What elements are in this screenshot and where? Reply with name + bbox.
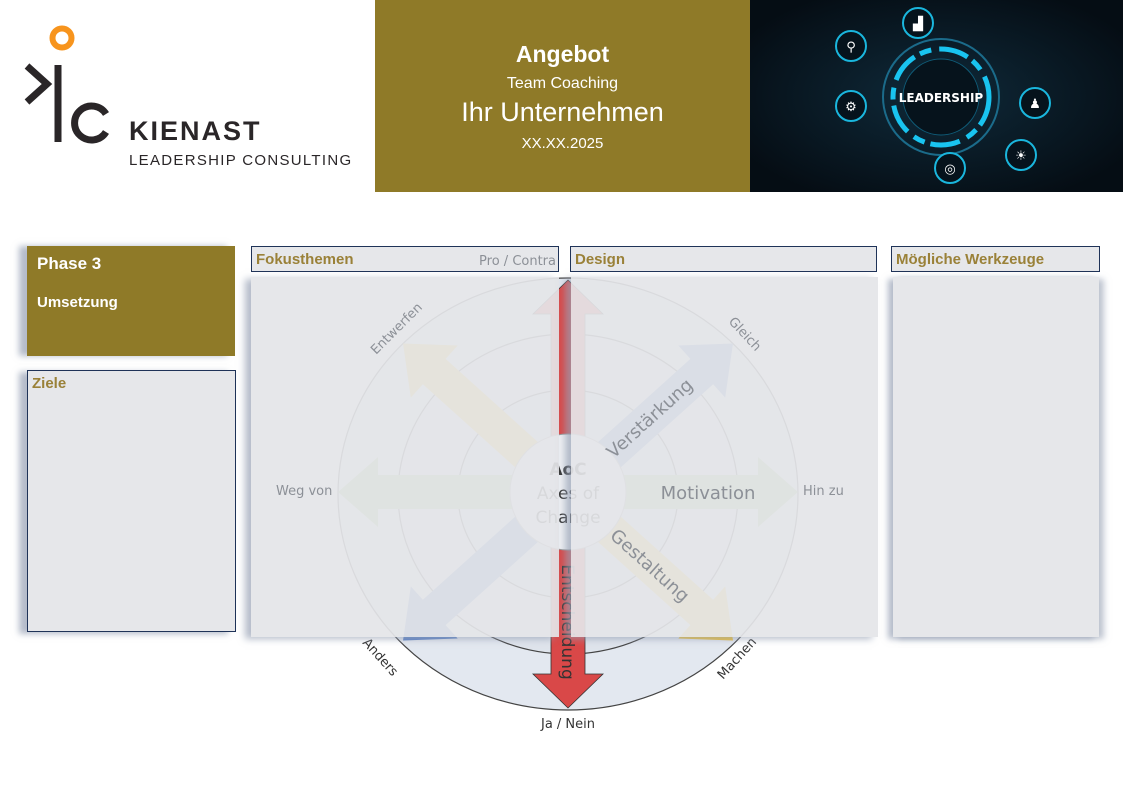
ziele-title: Ziele bbox=[32, 375, 67, 392]
phase-box: Phase 3 Umsetzung bbox=[27, 246, 235, 356]
offer-title: Angebot bbox=[515, 41, 610, 67]
phase-title: Phase 3 bbox=[37, 254, 102, 273]
svg-text:☀: ☀ bbox=[1015, 149, 1027, 164]
fokusthemen-title: Fokusthemen bbox=[256, 251, 354, 268]
lightbulb-icon bbox=[1005, 139, 1037, 171]
pole-bottom: Ja / Nein bbox=[540, 717, 595, 732]
design-content[interactable] bbox=[571, 277, 878, 637]
werkzeuge-title: Mögliche Werkzeuge bbox=[896, 251, 1045, 268]
offer-date: XX.XX.2025 bbox=[521, 135, 604, 152]
werkzeuge-header: Mögliche Werkzeuge bbox=[891, 246, 1100, 272]
pole-bottom-left: Anders bbox=[359, 636, 401, 680]
person-icon bbox=[1019, 87, 1051, 119]
title-block: Angebot Team Coaching Ihr Unternehmen XX… bbox=[375, 0, 750, 192]
search-icon bbox=[835, 30, 867, 62]
svg-text:⚲: ⚲ bbox=[846, 40, 856, 55]
offer-subtitle: Team Coaching bbox=[506, 75, 619, 92]
ziele-box[interactable]: Ziele bbox=[27, 370, 236, 632]
phase-subtitle: Umsetzung bbox=[37, 294, 118, 311]
gears-icon bbox=[835, 90, 867, 122]
logo: KIENAST LEADERSHIP CONSULTING bbox=[0, 0, 375, 192]
svg-text:⚙: ⚙ bbox=[845, 100, 857, 115]
svg-text:♟: ♟ bbox=[1029, 97, 1041, 112]
chart-icon bbox=[902, 7, 934, 39]
brand-name: KIENAST bbox=[129, 116, 262, 146]
company-name: Ihr Unternehmen bbox=[461, 97, 664, 127]
hero-label: LEADERSHIP bbox=[899, 91, 984, 105]
svg-text:▟: ▟ bbox=[912, 15, 924, 32]
design-header: Design bbox=[570, 246, 877, 272]
target-icon bbox=[934, 152, 966, 184]
werkzeuge-content[interactable] bbox=[893, 277, 1099, 637]
fokusthemen-content[interactable] bbox=[251, 277, 559, 637]
leadership-image: LEADERSHIP ⚲ ▟ ⚙ ♟ ☀ ◎ bbox=[750, 0, 1123, 192]
svg-text:◎: ◎ bbox=[944, 162, 955, 177]
brand-tagline: LEADERSHIP CONSULTING bbox=[129, 152, 353, 169]
design-title: Design bbox=[575, 251, 626, 268]
kienast-logo-mark bbox=[24, 25, 109, 144]
fokusthemen-header: Fokusthemen bbox=[251, 246, 559, 272]
